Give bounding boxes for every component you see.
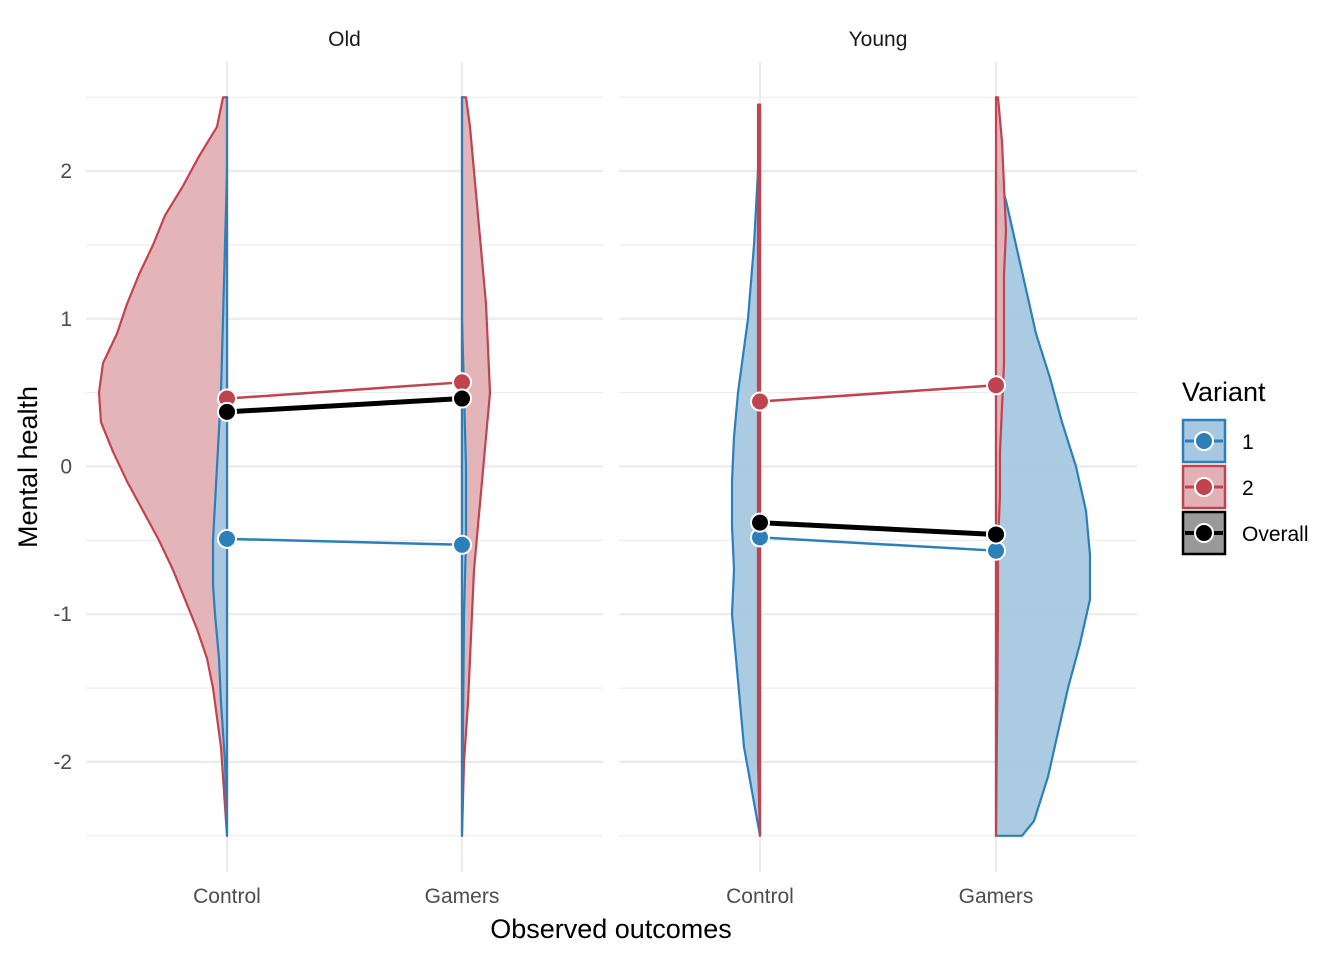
series-line-variant-2 — [759, 384, 997, 403]
facet-label-young: Young — [849, 28, 908, 51]
y-tick-label: -2 — [53, 751, 72, 774]
legend-key-point — [1194, 523, 1214, 543]
data-point-overall — [217, 401, 237, 422]
violin-young-control-variant-2 — [756, 103, 762, 837]
y-tick-label: 1 — [60, 308, 72, 331]
series-line-variant-1 — [226, 537, 463, 547]
x-tick-labels: Control Gamers Control Gamers — [193, 885, 1033, 908]
violins — [97, 96, 492, 837]
facet-panels — [86, 62, 1137, 872]
series-line-overall — [226, 396, 463, 415]
violin-old-control-variant-1 — [211, 96, 229, 837]
y-tick-label: 2 — [60, 160, 72, 183]
data-point-variant-2 — [750, 391, 770, 412]
legend-title: Variant — [1182, 377, 1266, 407]
legend-key-variant-2 — [1181, 464, 1227, 510]
violin-young-gamers-variant-1 — [994, 170, 1092, 837]
x-tick-label: Control — [193, 885, 261, 908]
legend-key-point — [1194, 477, 1214, 497]
x-axis-title: Observed outcomes — [490, 914, 732, 944]
violins — [730, 96, 1092, 837]
violin-old-gamers-variant-2 — [460, 96, 492, 837]
data-point-variant-2 — [986, 375, 1006, 396]
x-tick-label: Gamers — [425, 885, 500, 908]
legend: Variant 1 2 Overall — [1181, 377, 1309, 556]
legend-label-variant-2: 2 — [1242, 477, 1254, 500]
y-tick-label: 0 — [60, 456, 72, 479]
facet-label-old: Old — [328, 28, 361, 51]
series-line-overall — [759, 520, 997, 537]
violin-young-control-variant-1 — [730, 103, 762, 837]
violin-old-gamers-variant-1 — [460, 96, 468, 837]
data-point-overall — [986, 524, 1006, 545]
legend-keys — [1181, 418, 1227, 556]
facet-panel-young — [619, 62, 1137, 872]
series-line-variant-1 — [759, 536, 997, 552]
data-point-variant-1 — [452, 534, 472, 555]
x-tick-label: Control — [726, 885, 794, 908]
violin-old-control-variant-2 — [97, 96, 229, 837]
legend-key-overall — [1181, 510, 1227, 556]
legend-key-variant-1 — [1181, 418, 1227, 464]
series — [750, 375, 1006, 561]
y-tick-labels: -2 -1 0 1 2 — [53, 160, 72, 774]
legend-key-point — [1194, 431, 1214, 451]
facet-panel-old — [86, 62, 603, 872]
y-tick-label: -1 — [53, 603, 72, 626]
x-tick-label: Gamers — [959, 885, 1034, 908]
y-axis-title: Mental health — [13, 386, 43, 548]
data-point-overall — [452, 388, 472, 409]
legend-label-overall: Overall — [1242, 523, 1309, 546]
legend-label-variant-1: 1 — [1242, 431, 1254, 454]
series-line-variant-2 — [226, 381, 463, 400]
data-point-overall — [750, 512, 770, 533]
series — [217, 372, 472, 555]
data-point-variant-1 — [217, 528, 237, 549]
